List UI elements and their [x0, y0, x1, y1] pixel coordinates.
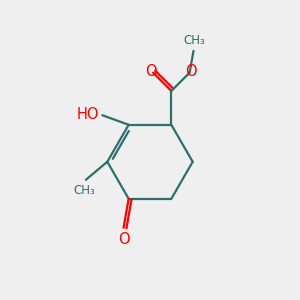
Text: HO: HO — [76, 107, 99, 122]
Text: O: O — [118, 232, 130, 247]
Text: O: O — [145, 64, 157, 79]
Text: CH₃: CH₃ — [183, 34, 205, 47]
Text: CH₃: CH₃ — [74, 184, 95, 197]
Text: O: O — [185, 64, 197, 79]
